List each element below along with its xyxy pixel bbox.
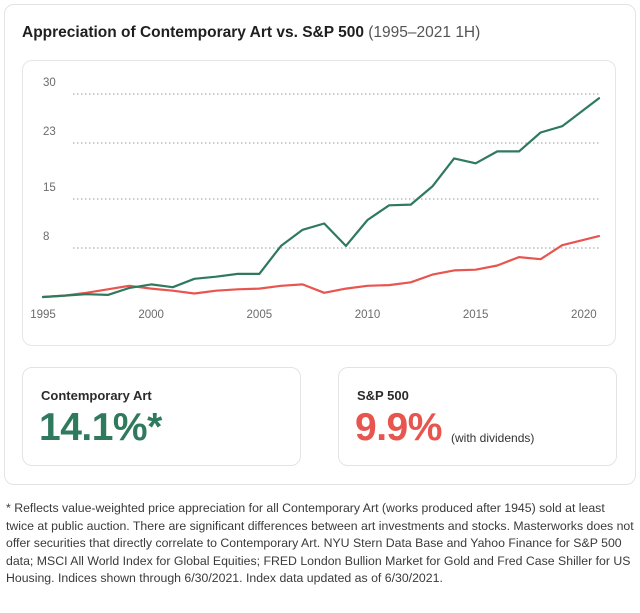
x-tick-label-2005: 2005: [247, 309, 273, 321]
x-tick-label-2015: 2015: [463, 309, 489, 321]
y-tick-label-15: 15: [43, 182, 56, 194]
line-chart: 8 15 23 30 1995 2000 2005 2010 2015 2020: [30, 77, 601, 321]
line-chart-card: 8 15 23 30 1995 2000 2005 2010 2015 2020: [22, 60, 616, 346]
chart-title: Appreciation of Contemporary Art vs. S&P…: [22, 24, 480, 42]
x-tick-label-2000: 2000: [138, 309, 164, 321]
sp500-label: S&P 500: [357, 388, 409, 403]
y-tick-label-8: 8: [43, 231, 49, 243]
sp500-stat-card: S&P 500 9.9% (with dividends): [338, 367, 617, 466]
x-tick-label-2010: 2010: [355, 309, 381, 321]
chart-title-range: (1995–2021 1H): [368, 24, 481, 41]
sp500-value: 9.9%: [355, 406, 442, 449]
y-tick-label-23: 23: [43, 126, 56, 138]
chart-title-main: Appreciation of Contemporary Art vs. S&P…: [22, 24, 364, 41]
contemporary-art-stat-card: Contemporary Art 14.1%*: [22, 367, 301, 466]
x-tick-label-2020: 2020: [571, 309, 597, 321]
contemporary-art-line: [41, 97, 601, 299]
footnote: * Reflects value-weighted price apprecia…: [6, 501, 634, 586]
y-tick-label-30: 30: [43, 77, 56, 89]
x-tick-label-1995: 1995: [30, 309, 56, 321]
sp500-note: (with dividends): [451, 431, 535, 445]
contemporary-art-value: 14.1%*: [39, 406, 162, 449]
contemporary-art-label: Contemporary Art: [41, 388, 152, 403]
